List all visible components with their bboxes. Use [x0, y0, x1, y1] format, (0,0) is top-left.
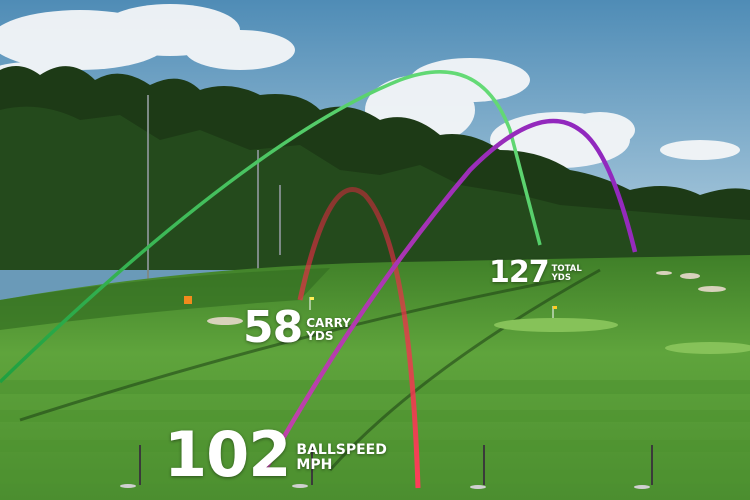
- trace-red: [297, 187, 421, 489]
- carry-value: 58: [243, 302, 303, 353]
- trace-purple: [263, 118, 638, 472]
- total-label-top: TOTAL: [551, 264, 582, 275]
- mowing-stripes: [0, 380, 750, 484]
- range-ground: [0, 255, 750, 500]
- distance-marker: [184, 296, 192, 304]
- bay-dividers: [139, 445, 653, 485]
- tree-line: [0, 66, 750, 271]
- total-readout: 127 TOTAL YDS: [489, 258, 582, 288]
- total-unit: YDS: [551, 273, 571, 283]
- ballspeed-label: BALLSPEED MPH: [296, 443, 386, 472]
- total-value: 127: [489, 255, 550, 290]
- carry-unit: YDS: [306, 329, 334, 343]
- net-poles: [147, 95, 281, 305]
- ballspeed-readout: 102 BALLSPEED MPH: [164, 424, 387, 486]
- ballspeed-label-top: BALLSPEED: [296, 442, 387, 459]
- bunkers: [207, 271, 726, 325]
- trace-shadows: [19, 268, 601, 472]
- carry-label-top: CARRY: [306, 316, 351, 331]
- carry-readout: 58 CARRY YDS: [243, 306, 351, 350]
- ballspeed-value: 102: [164, 418, 291, 491]
- right-green: [665, 342, 750, 354]
- trace-green: [0, 70, 542, 384]
- total-label: TOTAL YDS: [552, 265, 582, 283]
- rough-left: [0, 268, 330, 330]
- target-green: [494, 318, 618, 332]
- carry-label: CARRY YDS: [306, 317, 351, 342]
- tee-mats: [120, 484, 650, 489]
- flags: [309, 297, 557, 318]
- ballspeed-unit: MPH: [296, 457, 333, 473]
